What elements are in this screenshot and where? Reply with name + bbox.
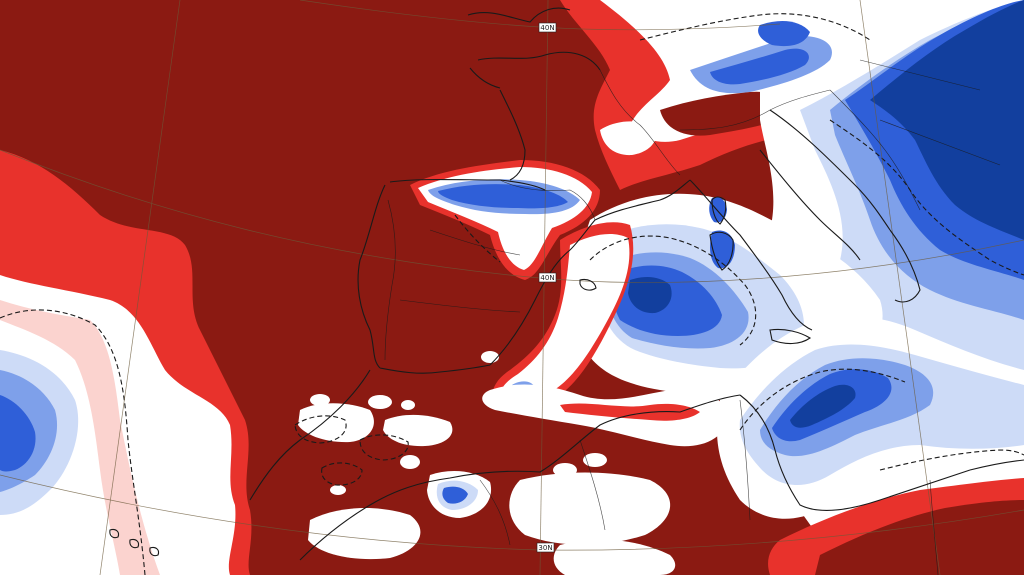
cell — [618, 203, 642, 221]
coast-canaries-2 — [129, 538, 140, 549]
lat-label-bottom: 30N — [536, 542, 555, 553]
zero-contours — [0, 13, 1024, 575]
coast-france-north — [477, 51, 601, 71]
coast-brittany — [469, 67, 501, 89]
coast-morocco-west — [249, 369, 371, 501]
coast-adriatic — [769, 109, 891, 231]
contour-atlantic — [0, 309, 146, 575]
cell — [368, 395, 392, 409]
lat-labels: 40N 40N 30N — [536, 22, 557, 553]
coast-libya — [739, 394, 971, 511]
coast-canaries-3 — [149, 546, 160, 557]
coast-sicily — [769, 328, 812, 345]
country-borders — [384, 59, 1001, 575]
cell — [401, 400, 415, 410]
sahara-white-2 — [509, 472, 671, 545]
contour-atlas-2 — [359, 434, 409, 461]
atlantic-blue-core — [0, 395, 36, 472]
border-spain-portugal — [384, 199, 396, 361]
border-spain-internal — [399, 229, 521, 313]
libya-dark-blue — [790, 384, 856, 428]
coast-iberia-south — [379, 364, 491, 374]
cell — [481, 351, 499, 363]
coast-iberia-west — [357, 184, 386, 369]
coast-iberia-north — [389, 178, 546, 191]
sahara-white-1 — [308, 508, 421, 560]
cell — [400, 455, 420, 469]
coast-corsica — [711, 196, 727, 225]
sahara-white-4 — [553, 539, 676, 575]
coastlines — [109, 7, 1024, 561]
atlas-white-1 — [298, 403, 374, 443]
north-red-ridge — [660, 91, 790, 136]
atlantic-anomaly-region — [0, 150, 252, 575]
lat-label-mid: 40N — [538, 272, 557, 283]
north-white-patch — [600, 121, 657, 156]
contour-se — [879, 449, 1024, 471]
lat-label-bottom-text: 30N — [538, 544, 552, 552]
east-dark-blue — [870, 0, 1024, 240]
border-alps — [679, 89, 831, 131]
contour-sahara — [321, 462, 363, 486]
meridian-2 — [539, 0, 549, 575]
lat-label-top: 40N — [538, 22, 557, 33]
cell — [330, 485, 346, 495]
cell — [310, 394, 330, 406]
coast-egypt — [969, 459, 1024, 471]
coast-greece — [889, 229, 921, 303]
meridian-3 — [859, 0, 941, 575]
med-dark-blue — [628, 277, 672, 314]
contour-atlas-1 — [294, 415, 347, 444]
biscay-region — [410, 160, 600, 280]
sahara-blue — [442, 486, 468, 504]
coast-north-africa — [299, 394, 741, 561]
border-maghreb — [479, 399, 751, 546]
meridian-1 — [99, 0, 181, 575]
contour-libya — [739, 368, 906, 431]
border-libya-egypt — [929, 479, 939, 575]
cell — [553, 463, 577, 477]
north-blue-east — [758, 20, 810, 47]
contour-north — [639, 13, 871, 41]
border-balkans — [829, 59, 1001, 211]
north-blue — [710, 48, 809, 85]
coast-gulf-lion — [594, 179, 691, 221]
lat-label-top-text: 40N — [540, 24, 554, 32]
coast-sardinia — [709, 231, 734, 271]
mediterranean-region — [575, 193, 883, 407]
biscay-blue — [438, 184, 568, 209]
cell — [583, 453, 607, 467]
coast-britain — [467, 7, 571, 23]
north-africa-patches — [298, 384, 1024, 575]
scattered-cells — [310, 203, 642, 495]
lat-label-mid-text: 40N — [540, 274, 554, 282]
coast-italy-east — [759, 149, 861, 261]
border-france-east — [599, 69, 681, 176]
coast-canaries-1 — [109, 528, 120, 539]
border-pyrenees — [499, 179, 596, 221]
africa-red-rim — [560, 403, 700, 421]
coast-balearic — [579, 278, 597, 291]
coast-biscay — [499, 89, 526, 181]
contour-med — [589, 235, 757, 346]
libya-region — [716, 315, 1024, 519]
contour-biscay — [454, 214, 501, 263]
spain-coast-white — [500, 234, 630, 403]
contour-east — [829, 119, 1024, 276]
